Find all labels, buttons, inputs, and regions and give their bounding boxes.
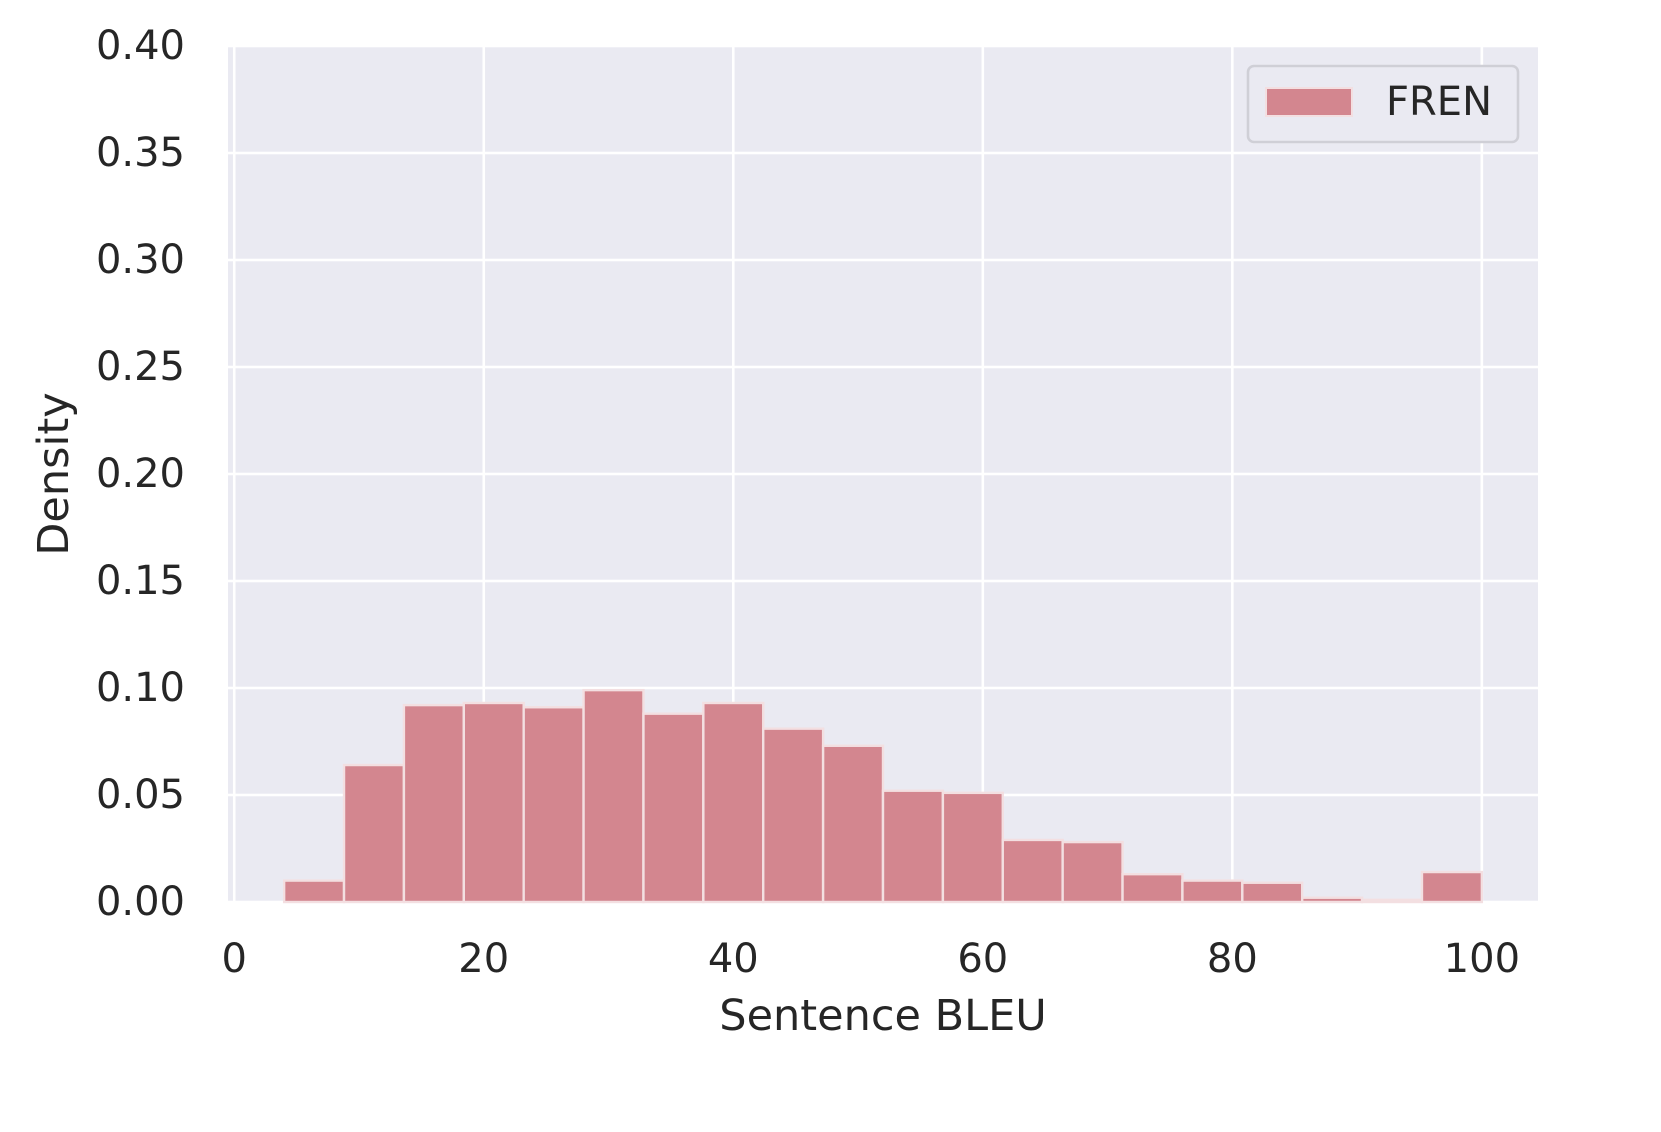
histogram-bar	[821, 744, 885, 904]
y-tick-label: 0.10	[96, 665, 185, 711]
legend-label: FREN	[1386, 79, 1492, 125]
histogram-bar	[522, 706, 585, 904]
x-axis-label: Sentence BLEU	[719, 991, 1046, 1041]
x-tick-label: 80	[1207, 936, 1258, 982]
x-tick-label: 20	[458, 936, 509, 982]
histogram-bar	[402, 703, 465, 904]
histogram-bar	[342, 763, 406, 904]
histogram-bar	[282, 879, 346, 904]
histogram-bar	[941, 791, 1004, 904]
histogram-bar	[1181, 879, 1244, 904]
y-axis-label: Density	[29, 392, 79, 555]
histogram-bar	[762, 727, 825, 904]
histogram-bar	[881, 789, 945, 904]
histogram-bars	[282, 688, 1484, 904]
x-tick-label: 60	[957, 936, 1008, 982]
x-tick-labels: 0 20 40 60 80 100	[222, 936, 1521, 982]
y-tick-label: 0.35	[96, 130, 185, 176]
y-tick-label: 0.05	[96, 772, 185, 818]
y-tick-label: 0.30	[96, 237, 185, 283]
y-tick-label: 0.00	[96, 879, 185, 925]
y-tick-label: 0.20	[96, 451, 185, 497]
histogram-bar	[1360, 898, 1424, 904]
y-tick-labels: 0.00 0.05 0.10 0.15 0.20 0.25 0.30 0.35 0.40	[96, 23, 185, 925]
legend: FREN	[1246, 64, 1520, 144]
legend-frame	[1246, 64, 1520, 144]
histogram-bar	[462, 701, 525, 904]
histogram-bar	[1300, 896, 1364, 904]
histogram-bar	[702, 701, 765, 904]
legend-swatch	[1265, 87, 1353, 117]
x-tick-label: 100	[1444, 936, 1520, 982]
x-tick-label: 40	[708, 936, 759, 982]
y-tick-label: 0.40	[96, 23, 185, 69]
histogram-bar	[642, 712, 705, 904]
x-tick-label: 0	[222, 936, 247, 982]
histogram-bar	[582, 688, 645, 904]
histogram-bar	[1121, 872, 1184, 904]
histogram-bar	[1061, 840, 1124, 904]
histogram-bar	[1001, 838, 1064, 904]
histogram-bar	[1241, 881, 1304, 904]
histogram-bar	[1420, 870, 1484, 904]
y-tick-label: 0.25	[96, 344, 185, 390]
y-tick-label: 0.15	[96, 558, 185, 604]
